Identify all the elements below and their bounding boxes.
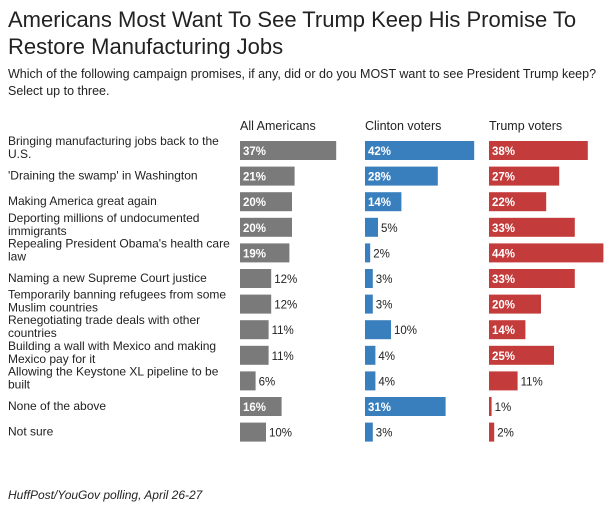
value-label-all-americans: 12% <box>274 300 297 312</box>
bar-trump-voters <box>489 397 492 416</box>
bar-trump-voters <box>489 422 495 442</box>
category-label: Repealing President Obama's health care l… <box>8 236 230 263</box>
bar-clinton-voters <box>365 141 475 160</box>
value-label-all-americans: 37% <box>243 146 266 158</box>
bar-clinton-voters <box>365 371 376 391</box>
value-label-clinton-voters: 5% <box>381 223 398 235</box>
value-label-trump-voters: 38% <box>492 146 515 158</box>
value-label-trump-voters: 25% <box>492 351 515 363</box>
value-label-trump-voters: 44% <box>492 248 515 260</box>
bar-trump-voters <box>489 371 518 391</box>
bar-all-americans <box>240 422 266 442</box>
bar-all-americans <box>240 294 272 314</box>
bar-all-americans <box>240 243 290 263</box>
bar-all-americans <box>240 269 272 288</box>
value-label-all-americans: 20% <box>243 223 266 235</box>
value-label-clinton-voters: 3% <box>376 428 393 440</box>
bar-all-americans <box>240 217 292 237</box>
column-header-trump-voters: Trump voters <box>489 119 562 133</box>
bar-all-americans <box>240 141 337 160</box>
value-label-all-americans: 10% <box>269 428 292 440</box>
bar-trump-voters <box>489 294 541 314</box>
category-label: Deporting millions of undocumented immigr… <box>8 211 199 238</box>
value-label-all-americans: 21% <box>243 172 266 184</box>
category-label: Making America great again <box>8 194 157 208</box>
value-label-all-americans: 19% <box>243 248 266 260</box>
bar-clinton-voters <box>365 166 438 186</box>
bar-all-americans <box>240 371 256 391</box>
category-label: None of the above <box>8 399 106 413</box>
value-label-clinton-voters: 42% <box>368 146 391 158</box>
value-label-trump-voters: 2% <box>497 428 514 440</box>
bar-all-americans <box>240 397 282 416</box>
category-label: Building a wall with Mexico and making Me… <box>8 339 216 366</box>
category-label: Bringing manufacturing jobs back to the U… <box>8 134 219 161</box>
value-label-trump-voters: 27% <box>492 172 515 184</box>
bar-trump-voters <box>489 166 560 186</box>
bar-trump-voters <box>489 217 575 237</box>
value-label-all-americans: 20% <box>243 197 266 209</box>
bar-clinton-voters <box>365 345 376 365</box>
bar-trump-voters <box>489 192 547 212</box>
value-label-trump-voters: 11% <box>521 376 543 388</box>
value-label-trump-voters: 33% <box>492 223 515 235</box>
bar-trump-voters <box>489 320 526 340</box>
value-label-all-americans: 11% <box>272 325 294 337</box>
value-label-clinton-voters: 4% <box>378 351 395 363</box>
bar-clinton-voters <box>365 294 373 314</box>
category-label: Not sure <box>8 425 54 439</box>
column-header-clinton-voters: Clinton voters <box>365 119 441 133</box>
bar-trump-voters <box>489 345 554 365</box>
category-label: Naming a new Supreme Court justice <box>8 271 207 285</box>
category-label: 'Draining the swamp' in Washington <box>8 169 198 183</box>
bar-clinton-voters <box>365 217 378 237</box>
value-label-clinton-voters: 3% <box>376 274 393 286</box>
value-label-all-americans: 12% <box>274 274 297 286</box>
value-label-clinton-voters: 2% <box>373 248 390 260</box>
bar-all-americans <box>240 320 269 340</box>
source-note: HuffPost/YouGov polling, April 26-27 <box>8 488 203 502</box>
bar-all-americans <box>240 166 295 186</box>
bar-clinton-voters <box>365 422 373 442</box>
bar-trump-voters <box>489 269 575 288</box>
value-label-clinton-voters: 31% <box>368 402 391 414</box>
column-header-all-americans: All Americans <box>240 119 316 133</box>
bar-clinton-voters <box>365 192 402 212</box>
value-label-all-americans: 16% <box>243 402 266 414</box>
value-label-clinton-voters: 28% <box>368 172 391 184</box>
value-label-trump-voters: 1% <box>495 402 512 414</box>
chart-subtitle: Which of the following campaign promises… <box>8 67 597 98</box>
value-label-trump-voters: 14% <box>492 325 515 337</box>
bar-clinton-voters <box>365 269 373 288</box>
bar-all-americans <box>240 192 292 212</box>
category-label: Renegotiating trade deals with other coun… <box>8 313 200 340</box>
bar-clinton-voters <box>365 397 446 416</box>
bar-trump-voters <box>489 243 604 263</box>
bar-all-americans <box>240 345 269 365</box>
value-label-trump-voters: 33% <box>492 274 515 286</box>
value-label-trump-voters: 22% <box>492 197 515 209</box>
category-label: Temporarily banning refugees from some Mu… <box>8 288 226 315</box>
value-label-all-americans: 6% <box>259 376 276 388</box>
bar-clinton-voters <box>365 320 391 340</box>
category-label: Allowing the Keystone XL pipeline to be b… <box>8 364 219 391</box>
value-label-trump-voters: 20% <box>492 300 515 312</box>
value-label-clinton-voters: 4% <box>378 376 395 388</box>
value-label-all-americans: 11% <box>272 351 294 363</box>
bar-trump-voters <box>489 141 588 160</box>
value-label-clinton-voters: 3% <box>376 300 393 312</box>
bar-clinton-voters <box>365 243 371 263</box>
chart-title: Americans Most Want To See Trump Keep Hi… <box>8 7 577 59</box>
value-label-clinton-voters: 14% <box>368 197 391 209</box>
value-label-clinton-voters: 10% <box>394 325 417 337</box>
